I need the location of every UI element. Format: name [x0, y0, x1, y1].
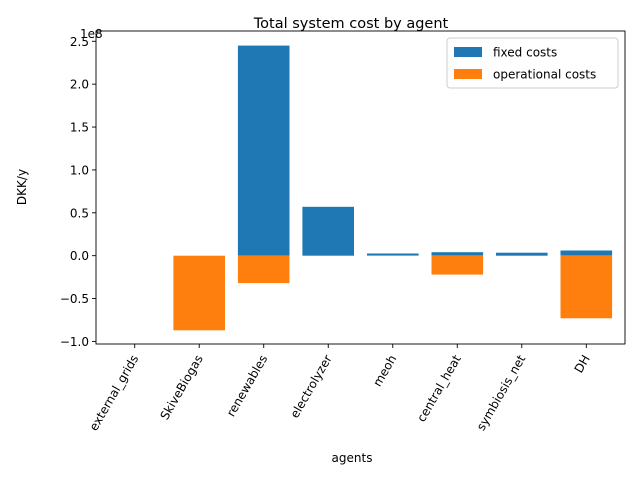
bar-fixed-costs-symbiosis_net: [496, 252, 548, 256]
x-axis-label: agents: [332, 451, 373, 465]
y-offset-label: 1e8: [80, 27, 103, 41]
x-tick-label: SkiveBiogas: [157, 353, 205, 423]
x-tick-label: symbiosis_net: [474, 352, 529, 433]
legend: fixed costs operational costs: [446, 37, 619, 89]
legend-label: operational costs: [493, 68, 596, 82]
legend-label: fixed costs: [493, 46, 557, 60]
y-tick-label: 1.0: [70, 163, 89, 177]
x-tick-label: electrolyzer: [287, 352, 334, 420]
x-tick-label: renewables: [224, 353, 271, 420]
bar-fixed-costs-renewables: [237, 45, 290, 256]
y-axis: −1.0 −0.5 0.0 0.5 1.0 1.5 2.0 2.5: [60, 35, 96, 349]
y-tick-label: −0.5: [60, 292, 89, 306]
legend-frame: [446, 37, 619, 89]
x-tick-label: DH: [572, 353, 593, 376]
legend-swatch: [454, 47, 482, 57]
x-tick-label: external_grids: [87, 353, 142, 434]
y-axis-label: DKK/y: [15, 169, 29, 205]
chart-title: Total system cost by agent: [253, 16, 449, 32]
bar-fixed-costs-electrolyzer: [302, 206, 354, 256]
bar-group: [173, 45, 613, 331]
bar-operational-costs-SkiveBiogas: [173, 255, 225, 331]
x-tick-label: meoh: [370, 353, 399, 389]
y-tick-label: 0.0: [70, 249, 89, 263]
x-axis: external_grids SkiveBiogas renewables elect…: [87, 344, 593, 433]
bar-fixed-costs-central_heat: [431, 252, 484, 256]
y-tick-label: 1.5: [70, 121, 89, 135]
bar-operational-costs-renewables: [237, 255, 290, 284]
legend-swatch: [454, 69, 482, 79]
y-tick-label: 2.5: [70, 35, 89, 49]
bar-fixed-costs-DH: [560, 250, 613, 256]
y-tick-label: 0.5: [70, 206, 89, 220]
x-tick-label: central_heat: [414, 352, 464, 424]
y-tick-label: 2.0: [70, 78, 89, 92]
y-tick-label: −1.0: [60, 335, 89, 349]
bar-operational-costs-central_heat: [431, 255, 484, 275]
bar-fixed-costs-meoh: [367, 253, 419, 256]
bar-operational-costs-DH: [560, 255, 613, 319]
plot-frame: [95, 30, 626, 345]
